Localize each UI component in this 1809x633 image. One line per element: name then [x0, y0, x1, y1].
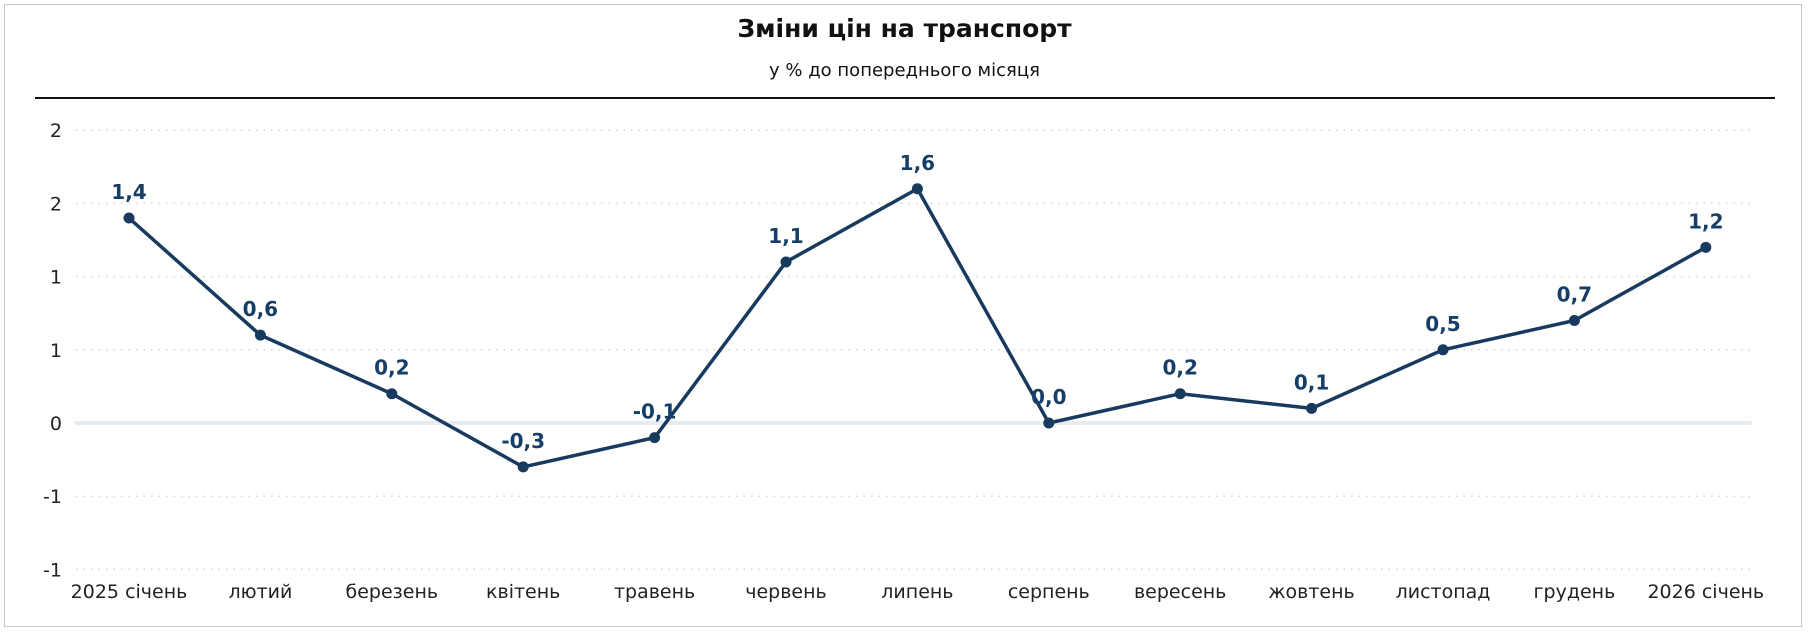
- data-labels: 1,4 0,6 0,2 -0,3 -0,1 1,1 1,6 0,0 0,2 0,1 0,5 0,7 1,…: [111, 151, 1723, 453]
- x-tick-label: травень: [614, 581, 695, 603]
- data-point-marker: [911, 183, 923, 195]
- chart-title: Зміни цін на транспорт: [737, 14, 1072, 43]
- data-point-marker: [1700, 241, 1712, 253]
- data-point-marker: [1043, 417, 1055, 429]
- gridlines: [74, 129, 1752, 571]
- title-separator: [35, 97, 1775, 99]
- x-tick-label: червень: [745, 581, 826, 603]
- data-point-marker: [1174, 388, 1186, 400]
- data-value-label: 1,1: [768, 224, 803, 248]
- x-tick-label: листопад: [1396, 581, 1491, 603]
- x-tick-label: 2025 січень: [71, 581, 188, 603]
- chart-frame: [4, 4, 1802, 627]
- data-value-label: 0,6: [243, 297, 278, 321]
- data-point-marker: [1568, 315, 1580, 327]
- x-axis: 2025 січень лютий березень квітень травень че…: [71, 581, 1764, 603]
- data-value-label: 0,5: [1425, 312, 1460, 336]
- data-point-marker: [386, 388, 398, 400]
- y-tick-label: 2: [50, 120, 62, 142]
- data-value-label: -0,1: [633, 400, 677, 424]
- y-tick-label: 1: [50, 340, 62, 362]
- data-point-marker: [649, 432, 661, 444]
- data-value-label: 0,0: [1031, 385, 1066, 409]
- data-value-label: -0,3: [501, 429, 545, 453]
- x-tick-label: вересень: [1134, 581, 1226, 603]
- data-value-label: 0,1: [1294, 370, 1329, 394]
- data-value-label: 0,7: [1557, 283, 1592, 307]
- x-tick-label: березень: [346, 581, 439, 603]
- x-tick-label: серпень: [1008, 581, 1090, 603]
- x-tick-label: грудень: [1534, 581, 1616, 603]
- data-point-marker: [123, 212, 135, 224]
- x-tick-label: лютий: [228, 581, 292, 603]
- y-tick-label: 0: [50, 413, 62, 435]
- data-value-label: 1,4: [111, 180, 146, 204]
- y-tick-label: 2: [50, 193, 62, 215]
- series-line: [127, 187, 1707, 469]
- data-point-marker: [1306, 402, 1318, 414]
- data-series: [123, 183, 1712, 473]
- x-tick-label: квітень: [486, 581, 560, 603]
- y-tick-label: -1: [43, 486, 62, 508]
- data-value-label: 0,2: [1162, 356, 1197, 380]
- data-value-label: 1,2: [1688, 209, 1723, 233]
- data-value-label: 0,2: [374, 356, 409, 380]
- data-point-marker: [1437, 344, 1449, 356]
- x-tick-label: жовтень: [1268, 581, 1354, 603]
- x-tick-label: 2026 січень: [1647, 581, 1764, 603]
- data-point-marker: [254, 329, 266, 341]
- y-tick-label: -1: [43, 559, 62, 581]
- data-value-label: 1,6: [900, 151, 935, 175]
- chart-subtitle: у % до попереднього місяця: [769, 60, 1040, 81]
- data-point-marker: [517, 461, 529, 473]
- y-axis: 2 2 1 1 0 -1 -1: [43, 120, 62, 581]
- x-tick-label: липень: [881, 581, 953, 603]
- y-tick-label: 1: [50, 267, 62, 289]
- data-point-marker: [780, 256, 792, 268]
